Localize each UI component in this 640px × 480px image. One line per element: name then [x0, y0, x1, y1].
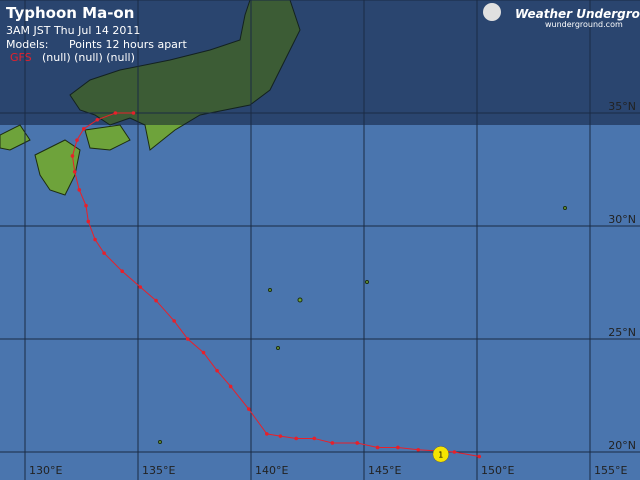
- track-point: [375, 445, 380, 450]
- logo-url: wunderground.com: [545, 20, 623, 29]
- track-point: [172, 319, 176, 323]
- track-point: [77, 188, 82, 192]
- lon-label: 130°E: [29, 464, 62, 477]
- track-point: [84, 203, 88, 208]
- track-point: [246, 407, 251, 411]
- legend-model: GFS: [10, 51, 32, 64]
- lat-label: 25°N: [608, 326, 636, 339]
- track-point: [185, 337, 190, 341]
- lon-label: 150°E: [481, 464, 514, 477]
- track-point: [355, 441, 360, 445]
- track-point: [228, 384, 233, 389]
- night-overlay: [0, 0, 640, 125]
- track-point: [396, 445, 400, 450]
- track-point: [416, 447, 421, 452]
- track-point: [70, 154, 75, 158]
- track-point: [113, 111, 118, 115]
- track-point: [265, 432, 269, 436]
- track-point: [477, 454, 482, 459]
- track-line: [71, 112, 480, 458]
- storm-label: 1: [438, 450, 443, 459]
- track-point: [72, 169, 77, 174]
- track-point: [294, 436, 299, 441]
- lat-label: 20°N: [608, 439, 636, 452]
- track-point: [201, 350, 206, 355]
- models-label: Models:: [6, 38, 48, 51]
- track-point: [93, 237, 97, 242]
- lon-label: 140°E: [255, 464, 288, 477]
- lat-label: 35°N: [608, 100, 636, 113]
- track: 1: [70, 111, 482, 463]
- track-point: [138, 285, 143, 289]
- track-point: [278, 434, 283, 438]
- legend-extra: (null) (null) (null): [42, 51, 135, 64]
- storm-icon: [432, 446, 450, 463]
- track-point: [75, 138, 79, 142]
- logo-icon: [483, 3, 501, 21]
- lon-label: 145°E: [368, 464, 401, 477]
- track-point: [215, 368, 219, 373]
- lon-label: 155°E: [594, 464, 627, 477]
- title: Typhoon Ma-on: [6, 4, 134, 22]
- track-point: [330, 441, 335, 445]
- track-point: [452, 450, 457, 454]
- track-point: [102, 251, 106, 255]
- lat-label: 30°N: [608, 213, 636, 226]
- track-point: [81, 127, 86, 131]
- track-point: [120, 269, 124, 274]
- track-point: [154, 298, 158, 303]
- models-note: Points 12 hours apart: [69, 38, 187, 51]
- logo-name: Weather Underground: [515, 7, 640, 21]
- track-point: [86, 219, 91, 224]
- track-point: [131, 111, 136, 115]
- lon-label: 135°E: [142, 464, 175, 477]
- track-point: [312, 436, 317, 441]
- track-point: [95, 117, 100, 122]
- time: 3AM JST Thu Jul 14 2011: [6, 24, 140, 37]
